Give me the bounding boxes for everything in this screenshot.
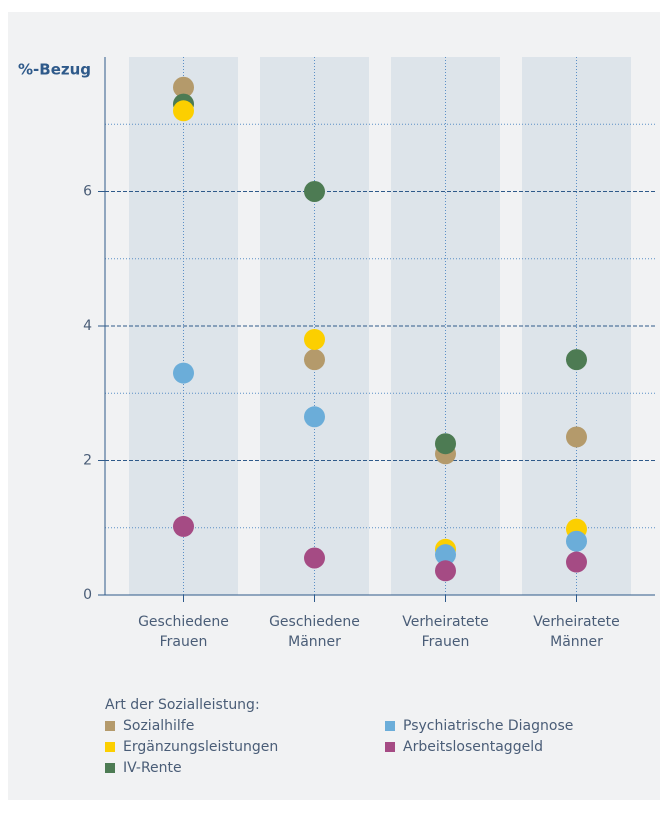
point bbox=[566, 551, 587, 573]
x-tick-label: Männer bbox=[288, 634, 341, 650]
legend-label: Sozialhilfe bbox=[123, 718, 194, 734]
y-tick-label: 0 bbox=[83, 587, 92, 603]
legend-swatch bbox=[105, 721, 115, 731]
y-tick-label: 2 bbox=[83, 453, 92, 469]
column-band bbox=[260, 57, 369, 595]
point bbox=[566, 530, 587, 552]
y-tick-label: 6 bbox=[83, 184, 92, 200]
point bbox=[566, 349, 587, 371]
point bbox=[304, 406, 325, 428]
legend-swatch bbox=[385, 721, 395, 731]
legend-label: Ergänzungsleistungen bbox=[123, 739, 278, 755]
point bbox=[173, 362, 194, 384]
point bbox=[304, 349, 325, 371]
point bbox=[304, 547, 325, 569]
legend-label: Psychiatrische Diagnose bbox=[403, 718, 573, 734]
point bbox=[566, 426, 587, 448]
x-tick-label: Geschiedene bbox=[269, 614, 360, 630]
legend-swatch bbox=[105, 763, 115, 773]
legend-swatch bbox=[105, 742, 115, 752]
point bbox=[304, 181, 325, 202]
legend-label: Arbeitslosentaggeld bbox=[403, 739, 543, 755]
point bbox=[435, 560, 456, 582]
point bbox=[435, 544, 456, 566]
x-tick-label: Frauen bbox=[422, 634, 470, 650]
x-tick-label: Frauen bbox=[160, 634, 208, 650]
point bbox=[173, 515, 194, 537]
legend-title: Art der Sozialleistung: bbox=[105, 697, 260, 713]
y-tick-label: 4 bbox=[83, 318, 92, 334]
point bbox=[173, 100, 194, 122]
legend-label: IV-Rente bbox=[123, 760, 182, 776]
x-tick-label: Verheiratete bbox=[533, 614, 620, 630]
x-tick-label: Geschiedene bbox=[138, 614, 229, 630]
y-axis-label: %-Bezug bbox=[18, 61, 91, 79]
point bbox=[435, 433, 456, 455]
x-tick-label: Verheiratete bbox=[402, 614, 489, 630]
point bbox=[304, 328, 325, 350]
x-tick-label: Männer bbox=[550, 634, 603, 650]
legend-swatch bbox=[385, 742, 395, 752]
point bbox=[173, 76, 194, 98]
column-band bbox=[391, 57, 500, 595]
